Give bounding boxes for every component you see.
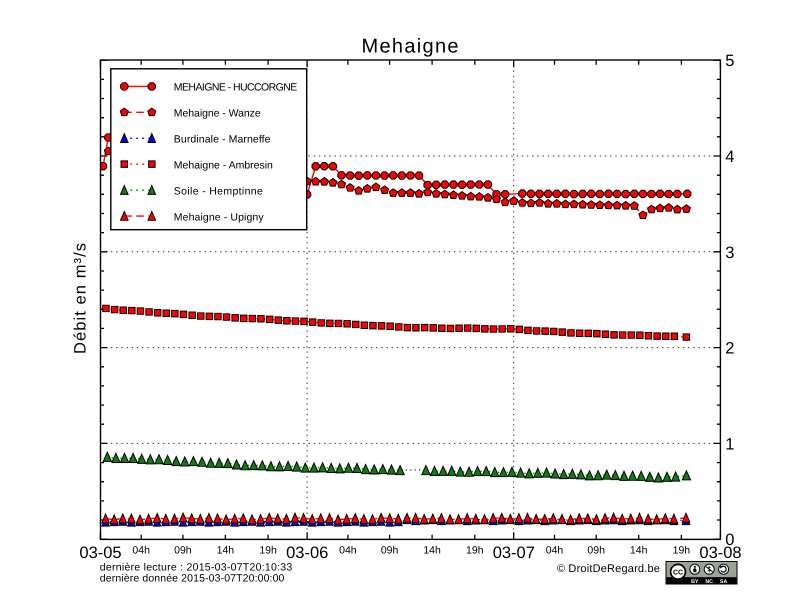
- svg-text:04h: 04h: [339, 545, 357, 557]
- svg-text:03-07: 03-07: [493, 544, 535, 562]
- svg-text:19h: 19h: [259, 545, 277, 557]
- svg-text:04h: 04h: [546, 545, 564, 557]
- svg-text:MEHAIGNE - HUCCORGNE: MEHAIGNE - HUCCORGNE: [174, 82, 297, 94]
- svg-text:2: 2: [725, 340, 734, 358]
- svg-text:Soile - Hemptinne: Soile - Hemptinne: [174, 186, 263, 198]
- svg-text:09h: 09h: [587, 545, 605, 557]
- svg-text:Mehaigne - Wanze: Mehaigne - Wanze: [174, 108, 261, 120]
- svg-text:SA: SA: [720, 579, 728, 585]
- svg-text:14h: 14h: [630, 545, 648, 557]
- svg-text:03-06: 03-06: [286, 544, 328, 562]
- svg-text:Débit en m³/s: Débit en m³/s: [72, 243, 90, 354]
- svg-text:03-05: 03-05: [79, 544, 121, 562]
- svg-text:Burdinale - Marneffe: Burdinale - Marneffe: [174, 134, 271, 146]
- svg-text:09h: 09h: [174, 545, 192, 557]
- svg-text:dernière donnée 2015-03-07T20: dernière donnée 2015-03-07T20:00:00: [100, 573, 285, 585]
- svg-text:dernière lecture : 2015-03-07T: dernière lecture : 2015-03-07T20:10:33: [100, 561, 293, 573]
- svg-text:09h: 09h: [381, 545, 399, 557]
- svg-text:Mehaigne - Ambresin: Mehaigne - Ambresin: [174, 160, 273, 172]
- svg-text:BY: BY: [691, 579, 699, 585]
- svg-text:04h: 04h: [132, 545, 150, 557]
- svg-text:19h: 19h: [673, 545, 691, 557]
- svg-text:14h: 14h: [217, 545, 235, 557]
- svg-text:03-08: 03-08: [699, 544, 741, 562]
- svg-text:5: 5: [725, 52, 734, 70]
- svg-text:Mehaigne: Mehaigne: [362, 36, 459, 58]
- svg-text:Mehaigne - Upigny: Mehaigne - Upigny: [174, 211, 265, 223]
- svg-text:© DroitDeRegard.be: © DroitDeRegard.be: [557, 563, 660, 575]
- svg-text:1: 1: [725, 435, 734, 453]
- svg-text:14h: 14h: [423, 545, 441, 557]
- svg-text:CC: CC: [673, 569, 683, 576]
- svg-text:19h: 19h: [466, 545, 484, 557]
- svg-text:0: 0: [725, 531, 734, 549]
- svg-text:3: 3: [725, 244, 734, 262]
- svg-text:NC: NC: [705, 579, 713, 585]
- svg-text:4: 4: [725, 148, 734, 166]
